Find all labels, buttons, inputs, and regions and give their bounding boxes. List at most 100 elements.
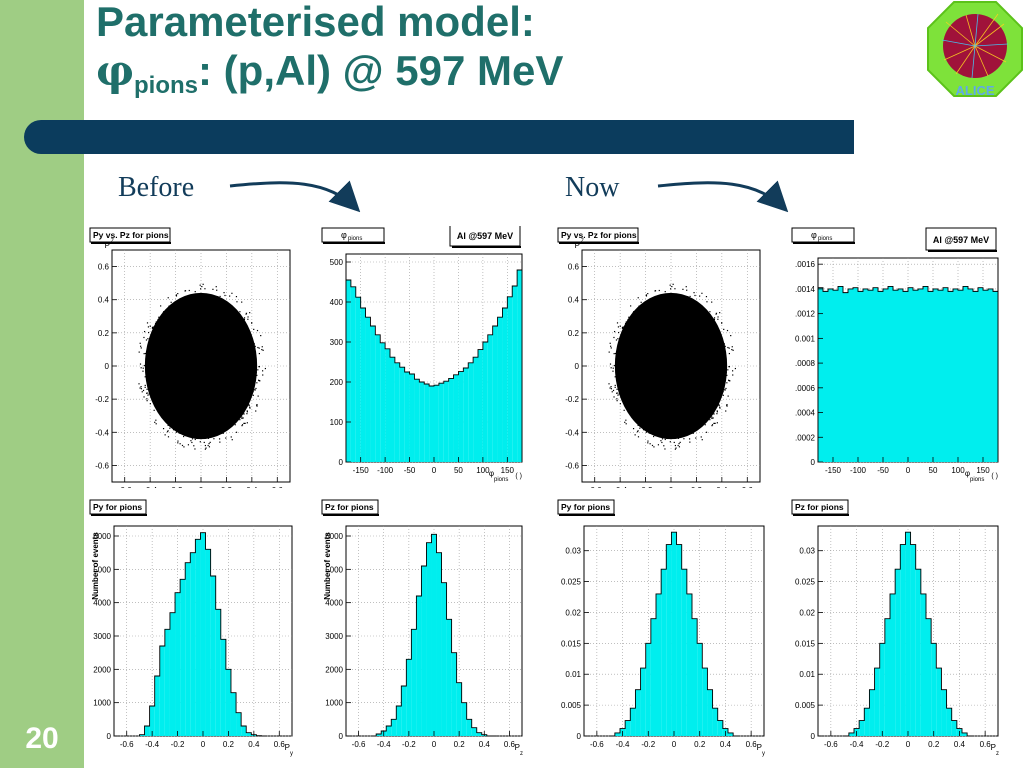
panel-now-scatter: Py vs. Pz for pions -0.6 -0.4 -0.2 0 0.2 0.4 0.… [557, 227, 761, 488]
histogram-bar [818, 287, 823, 462]
scatter-point [662, 294, 664, 296]
scatter-point [208, 435, 210, 437]
chart-title-sub: pions [818, 236, 832, 242]
histogram-bar [180, 579, 186, 736]
histogram-bar [434, 385, 439, 462]
scatter-point [201, 285, 203, 288]
y-axis-label: Number of events [323, 532, 332, 600]
scatter-point [258, 347, 260, 349]
x-tick-label: 0 [906, 466, 911, 475]
histogram-bar [879, 643, 885, 736]
histogram-bar [993, 291, 998, 462]
histogram-bar [416, 596, 422, 736]
scatter-point [138, 351, 140, 353]
scatter-point [249, 406, 251, 408]
y-tick-label: 0.01 [565, 670, 581, 679]
scatter-point [248, 404, 250, 407]
scatter-point [623, 409, 625, 411]
scatter-point [254, 389, 256, 391]
scatter-point [177, 429, 180, 431]
scatter-point [146, 366, 148, 368]
histogram-bar [913, 290, 918, 462]
scatter-point [653, 446, 655, 448]
scatter-point [140, 347, 142, 349]
scatter-point [648, 432, 650, 434]
scatter-point [645, 425, 647, 427]
histogram-bar [640, 668, 646, 736]
scatter-point [241, 416, 243, 418]
scatter-point [694, 427, 696, 429]
scatter-point [184, 290, 186, 292]
scatter-point [157, 318, 159, 321]
y-tick-label: 6000 [93, 532, 111, 541]
scatter-point [711, 301, 713, 303]
x-axis-label: P [515, 743, 520, 752]
scatter-point [616, 392, 618, 394]
panel-now-py: Py for pions -0.6 -0.4 -0.2 0 0.2 0.4 0.6 0 0.005… [557, 499, 765, 757]
x-tick-label: -50 [877, 466, 889, 475]
scatter-point [683, 438, 685, 440]
arrow-now [657, 180, 789, 213]
chart-title: Py for pions [93, 502, 142, 512]
scatter-point [246, 400, 248, 402]
scatter-point [718, 404, 720, 406]
histogram-bar [380, 342, 386, 462]
scatter-point [624, 322, 627, 325]
scatter-point [160, 409, 162, 411]
y-tick-label: .0002 [795, 433, 816, 442]
histogram-bar [938, 290, 943, 462]
scatter-point [257, 379, 260, 381]
scatter-point [615, 373, 617, 375]
scatter-point [148, 382, 150, 384]
histogram-bar [898, 288, 903, 462]
scatter-point [668, 296, 670, 298]
histogram-bar [419, 382, 425, 462]
histogram-bar [908, 287, 913, 462]
title-phi: φ [96, 46, 135, 95]
scatter-point [725, 372, 727, 374]
scatter-point [243, 422, 245, 424]
scatter-point [247, 318, 249, 320]
scatter-point [724, 374, 726, 376]
histogram-bar [946, 708, 952, 736]
histogram-bar [517, 270, 522, 462]
scatter-point [610, 367, 612, 369]
scatter-point [155, 406, 158, 408]
x-tick-label: -0.2 [641, 740, 655, 749]
scatter-point [725, 410, 727, 412]
y-axis-label-sub: z [581, 238, 584, 244]
scatter-point [656, 300, 658, 303]
scatter-point [255, 372, 257, 374]
scatter-point [252, 394, 254, 396]
histogram-bar [441, 582, 447, 736]
scatter-point [171, 308, 174, 310]
scatter-point [647, 440, 649, 442]
scatter-point [243, 318, 246, 321]
scatter-point [711, 425, 713, 427]
y-tick-label: 0 [105, 362, 110, 371]
scatter-point [194, 438, 196, 441]
histogram-bar [888, 286, 893, 462]
scatter-point [199, 441, 201, 443]
scatter-point [694, 294, 696, 297]
scatter-point [619, 403, 621, 405]
scatter-point [148, 331, 150, 334]
scatter-point [193, 445, 195, 447]
label-now: Now [565, 172, 620, 203]
histogram-bar [848, 288, 853, 462]
scatter-point [609, 342, 611, 344]
scatter-point [206, 297, 208, 299]
scatter-point [230, 436, 232, 438]
scatter-point [171, 307, 174, 309]
scatter-point [727, 369, 729, 371]
scatter-point [711, 417, 713, 420]
scatter-point [610, 386, 612, 388]
scatter-point [175, 425, 177, 427]
scatter-point [687, 296, 689, 298]
panel-now-pz: Pz for pions -0.6 -0.4 -0.2 0 0.2 0.4 0.6 0 0.005… [791, 499, 999, 757]
scatter-point [664, 438, 666, 441]
scatter-point [151, 343, 154, 345]
scatter-point [701, 311, 704, 313]
y-tick-label: -0.4 [95, 428, 109, 437]
scatter-point [250, 335, 252, 338]
